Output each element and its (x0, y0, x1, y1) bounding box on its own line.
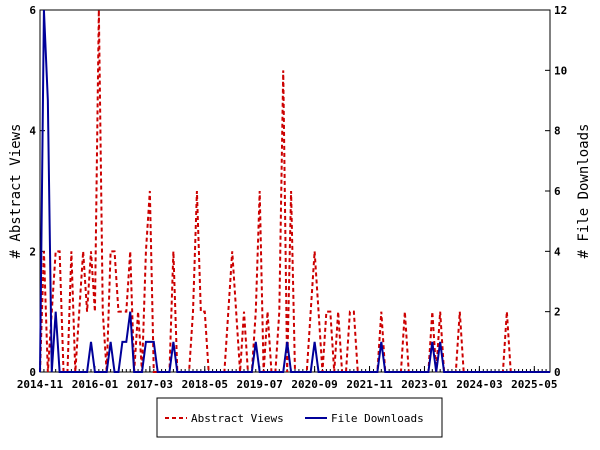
y2-tick-label: 2 (554, 306, 561, 319)
x-tick-label: 2017-03 (127, 378, 173, 391)
x-tick-label: 2016-01 (72, 378, 119, 391)
x-tick-label: 2023-01 (401, 378, 448, 391)
y-tick-label: 6 (29, 4, 36, 17)
y2-tick-label: 12 (554, 4, 567, 17)
y2-tick-label: 4 (554, 245, 561, 258)
y-tick-label: 2 (29, 245, 36, 258)
data-line (39, 9, 550, 373)
x-tick-label: 2020-09 (291, 378, 337, 391)
legend-label: Abstract Views (191, 412, 284, 425)
y2-axis-title: # File Downloads (576, 124, 592, 259)
x-tick-label: 2024-03 (456, 378, 502, 391)
x-tick-label: 2021-11 (346, 378, 393, 391)
data-line (39, 9, 550, 373)
x-tick-label: 2014-11 (17, 378, 64, 391)
y2-tick-label: 0 (554, 366, 561, 379)
y-axis-title: # Abstract Views (8, 124, 24, 259)
plot-frame (39, 9, 551, 373)
y2-tick-label: 10 (554, 64, 567, 77)
y2-tick-label: 6 (554, 185, 561, 198)
legend-box (156, 397, 443, 438)
y2-tick-label: 8 (554, 125, 561, 138)
y-tick-label: 0 (29, 366, 36, 379)
x-tick-label: 2025-05 (511, 378, 557, 391)
y-tick-label: 4 (29, 125, 36, 138)
x-tick-label: 2018-05 (182, 378, 228, 391)
x-tick-label: 2019-07 (237, 378, 283, 391)
legend-label: File Downloads (331, 412, 424, 425)
